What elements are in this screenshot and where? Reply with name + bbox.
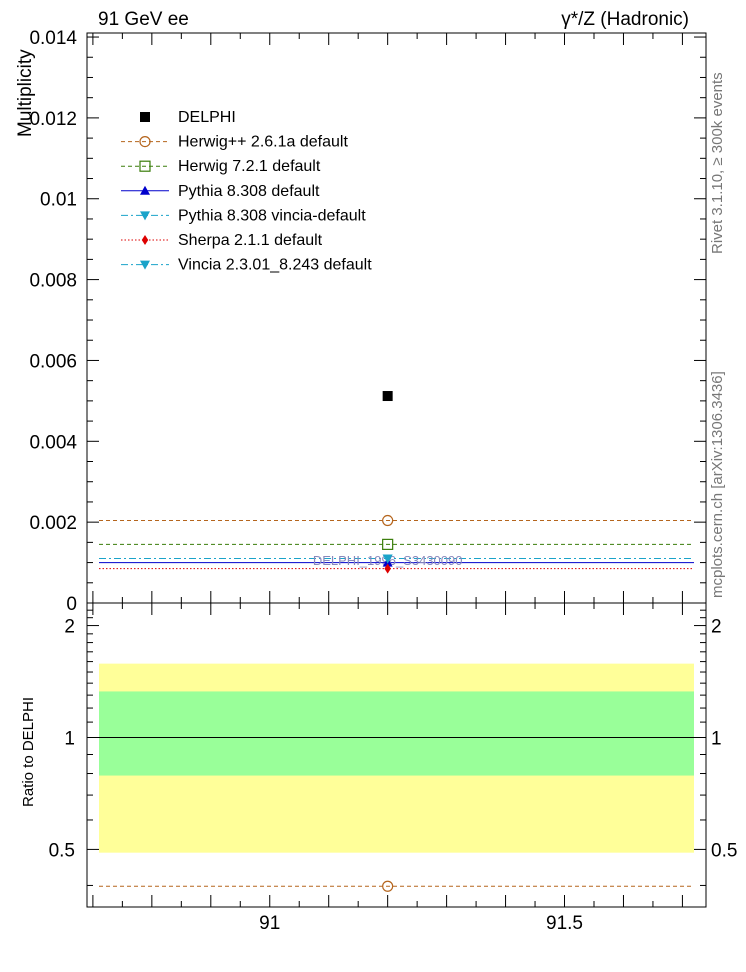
y-tick-label: 0.002 xyxy=(29,513,77,534)
ratio-y-tick-label: 0.5 xyxy=(49,840,75,861)
legend-marker-0 xyxy=(140,112,150,122)
legend-label-2: Herwig 7.2.1 default xyxy=(178,158,321,175)
ratio-y-axis-label: Ratio to DELPHI xyxy=(20,697,37,807)
y-tick-label: 0.012 xyxy=(29,109,77,130)
y-tick-label: 0.008 xyxy=(29,271,77,292)
ratio-y-tick-label-right: 0.5 xyxy=(711,840,737,861)
series-marker-6 xyxy=(382,554,393,564)
ratio-band-1 xyxy=(99,691,694,776)
y-tick-label: 0.01 xyxy=(40,190,77,211)
ratio-y-tick-label-right: 1 xyxy=(711,728,722,749)
y-tick-label: 0.006 xyxy=(29,351,77,372)
legend-marker-5 xyxy=(141,235,149,245)
series-marker-1 xyxy=(382,514,394,527)
legend-label-0: DELPHI xyxy=(178,109,236,126)
ratio-y-tick-label-right: 2 xyxy=(711,617,722,638)
ratio-y-tick-label: 2 xyxy=(64,617,75,638)
ratio-y-tick-label: 1 xyxy=(64,728,75,749)
y-tick-label: 0.014 xyxy=(29,28,77,49)
ratio-panel: 0.5 0.5 1 1 2 2 91 91.5 Ratio to DELPHI xyxy=(20,602,737,934)
y-tick-label: 0 xyxy=(66,594,77,615)
series-marker-5 xyxy=(384,563,391,574)
x-tick-label: 91 xyxy=(259,913,280,934)
legend-label-5: Sherpa 2.1.1 default xyxy=(178,232,323,249)
series-marker-2 xyxy=(382,538,394,550)
ratio-frame xyxy=(86,602,707,908)
series-marker-0 xyxy=(382,391,393,402)
legend-marker-1 xyxy=(139,136,151,148)
main-panel: DELPHI_1996_S343009000.0020.0040.0060.00… xyxy=(15,28,707,615)
legend-label-6: Vincia 2.3.01_8.243 default xyxy=(178,257,372,274)
legend-marker-2 xyxy=(139,160,151,172)
legend-label-1: Herwig++ 2.6.1a default xyxy=(178,134,348,151)
ratio-marker-0 xyxy=(382,880,394,892)
y-axis-label: Multiplicity xyxy=(15,49,36,137)
legend-label-4: Pythia 8.308 vincia-default xyxy=(178,207,366,224)
legend-marker-6 xyxy=(140,260,150,270)
legend-marker-4 xyxy=(140,211,150,221)
plot-title-left: 91 GeV ee xyxy=(98,9,189,30)
plot-title-right: γ*/Z (Hadronic) xyxy=(561,9,689,30)
y-tick-label: 0.004 xyxy=(29,432,77,453)
legend-label-3: Pythia 8.308 default xyxy=(178,183,320,200)
legend-marker-3 xyxy=(140,185,150,195)
x-tick-label: 91.5 xyxy=(546,913,583,934)
